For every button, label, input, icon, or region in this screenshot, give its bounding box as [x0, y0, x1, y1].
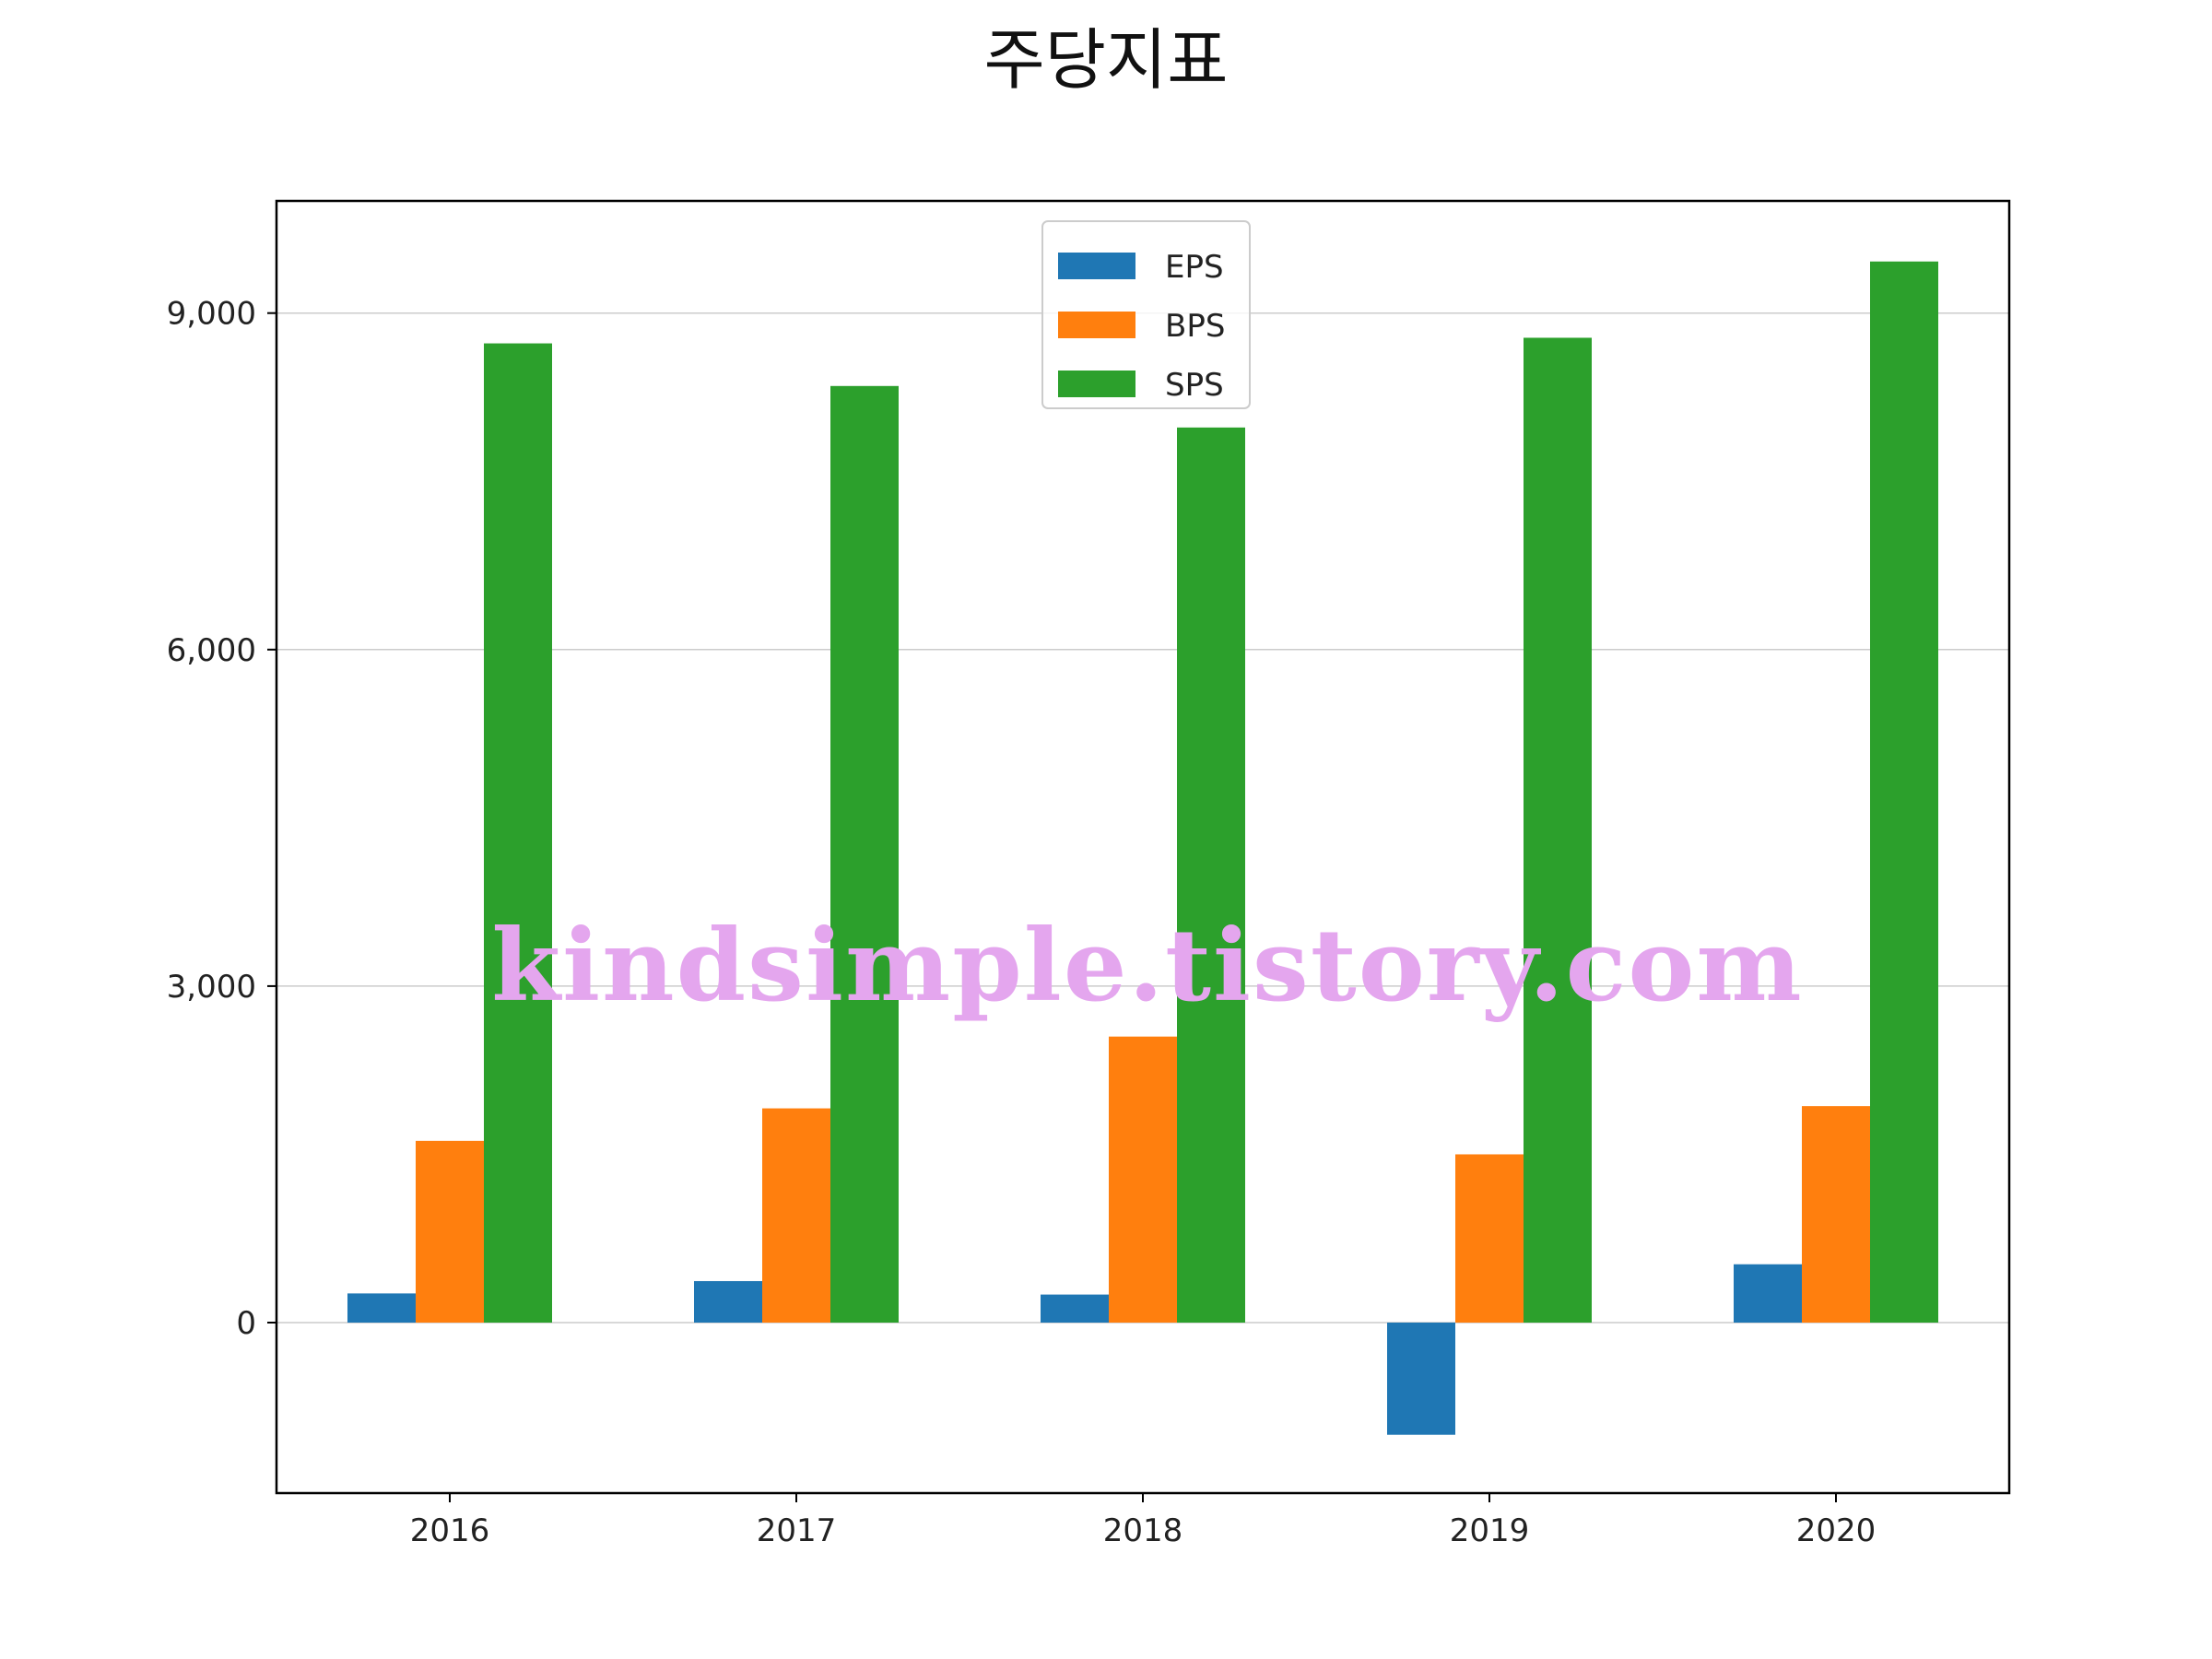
x-tick-label: 2017 — [757, 1512, 837, 1549]
bar-bps-2019 — [1455, 1154, 1524, 1324]
x-tick-label: 2019 — [1450, 1512, 1530, 1549]
bar-sps-2017 — [830, 385, 899, 1324]
bar-sps-2019 — [1524, 337, 1592, 1324]
bars — [347, 261, 1938, 1435]
bar-bps-2020 — [1802, 1106, 1870, 1324]
bar-bps-2016 — [416, 1140, 484, 1324]
bar-bps-2018 — [1109, 1036, 1177, 1324]
y-tick-label: 6,000 — [167, 632, 256, 669]
bar-eps-2016 — [347, 1293, 416, 1324]
bar-bps-2017 — [762, 1108, 830, 1324]
legend-swatch-eps — [1058, 253, 1135, 279]
y-tick-label: 9,000 — [167, 296, 256, 333]
x-tick-label: 2018 — [1103, 1512, 1183, 1549]
legend-label-eps: EPS — [1165, 249, 1224, 286]
chart-title: 주당지표 — [984, 21, 1229, 99]
legend-swatch-bps — [1058, 312, 1135, 338]
bar-eps-2018 — [1041, 1294, 1109, 1324]
legend-swatch-sps — [1058, 371, 1135, 397]
legend-label-sps: SPS — [1165, 367, 1224, 404]
bar-sps-2016 — [484, 343, 552, 1324]
y-tick-label: 3,000 — [167, 969, 256, 1006]
x-tick-label: 2020 — [1796, 1512, 1877, 1549]
bar-eps-2017 — [694, 1280, 762, 1324]
y-axis: 0 3,000 6,000 9,000 — [167, 296, 276, 1342]
bar-eps-2019 — [1387, 1323, 1455, 1435]
bar-sps-2018 — [1177, 427, 1245, 1324]
y-tick-label: 0 — [236, 1305, 256, 1342]
watermark-text: kindsimple.tistory.com — [491, 908, 1803, 1024]
x-axis: 2016 2017 2018 2019 2020 — [410, 1493, 1877, 1549]
legend: EPS BPS SPS — [1041, 220, 1251, 409]
bar-sps-2020 — [1870, 261, 1938, 1324]
x-tick-label: 2016 — [410, 1512, 490, 1549]
bar-eps-2020 — [1734, 1264, 1802, 1324]
legend-label-bps: BPS — [1165, 308, 1225, 345]
